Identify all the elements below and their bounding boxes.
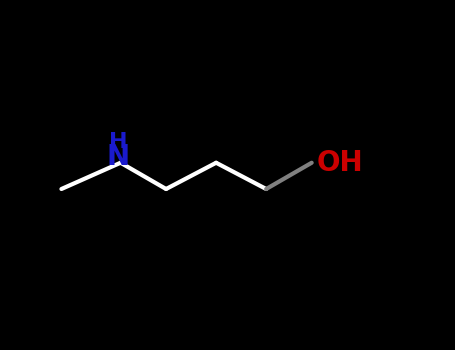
Text: H: H	[109, 132, 127, 153]
Text: N: N	[107, 144, 130, 172]
Text: OH: OH	[316, 149, 363, 177]
